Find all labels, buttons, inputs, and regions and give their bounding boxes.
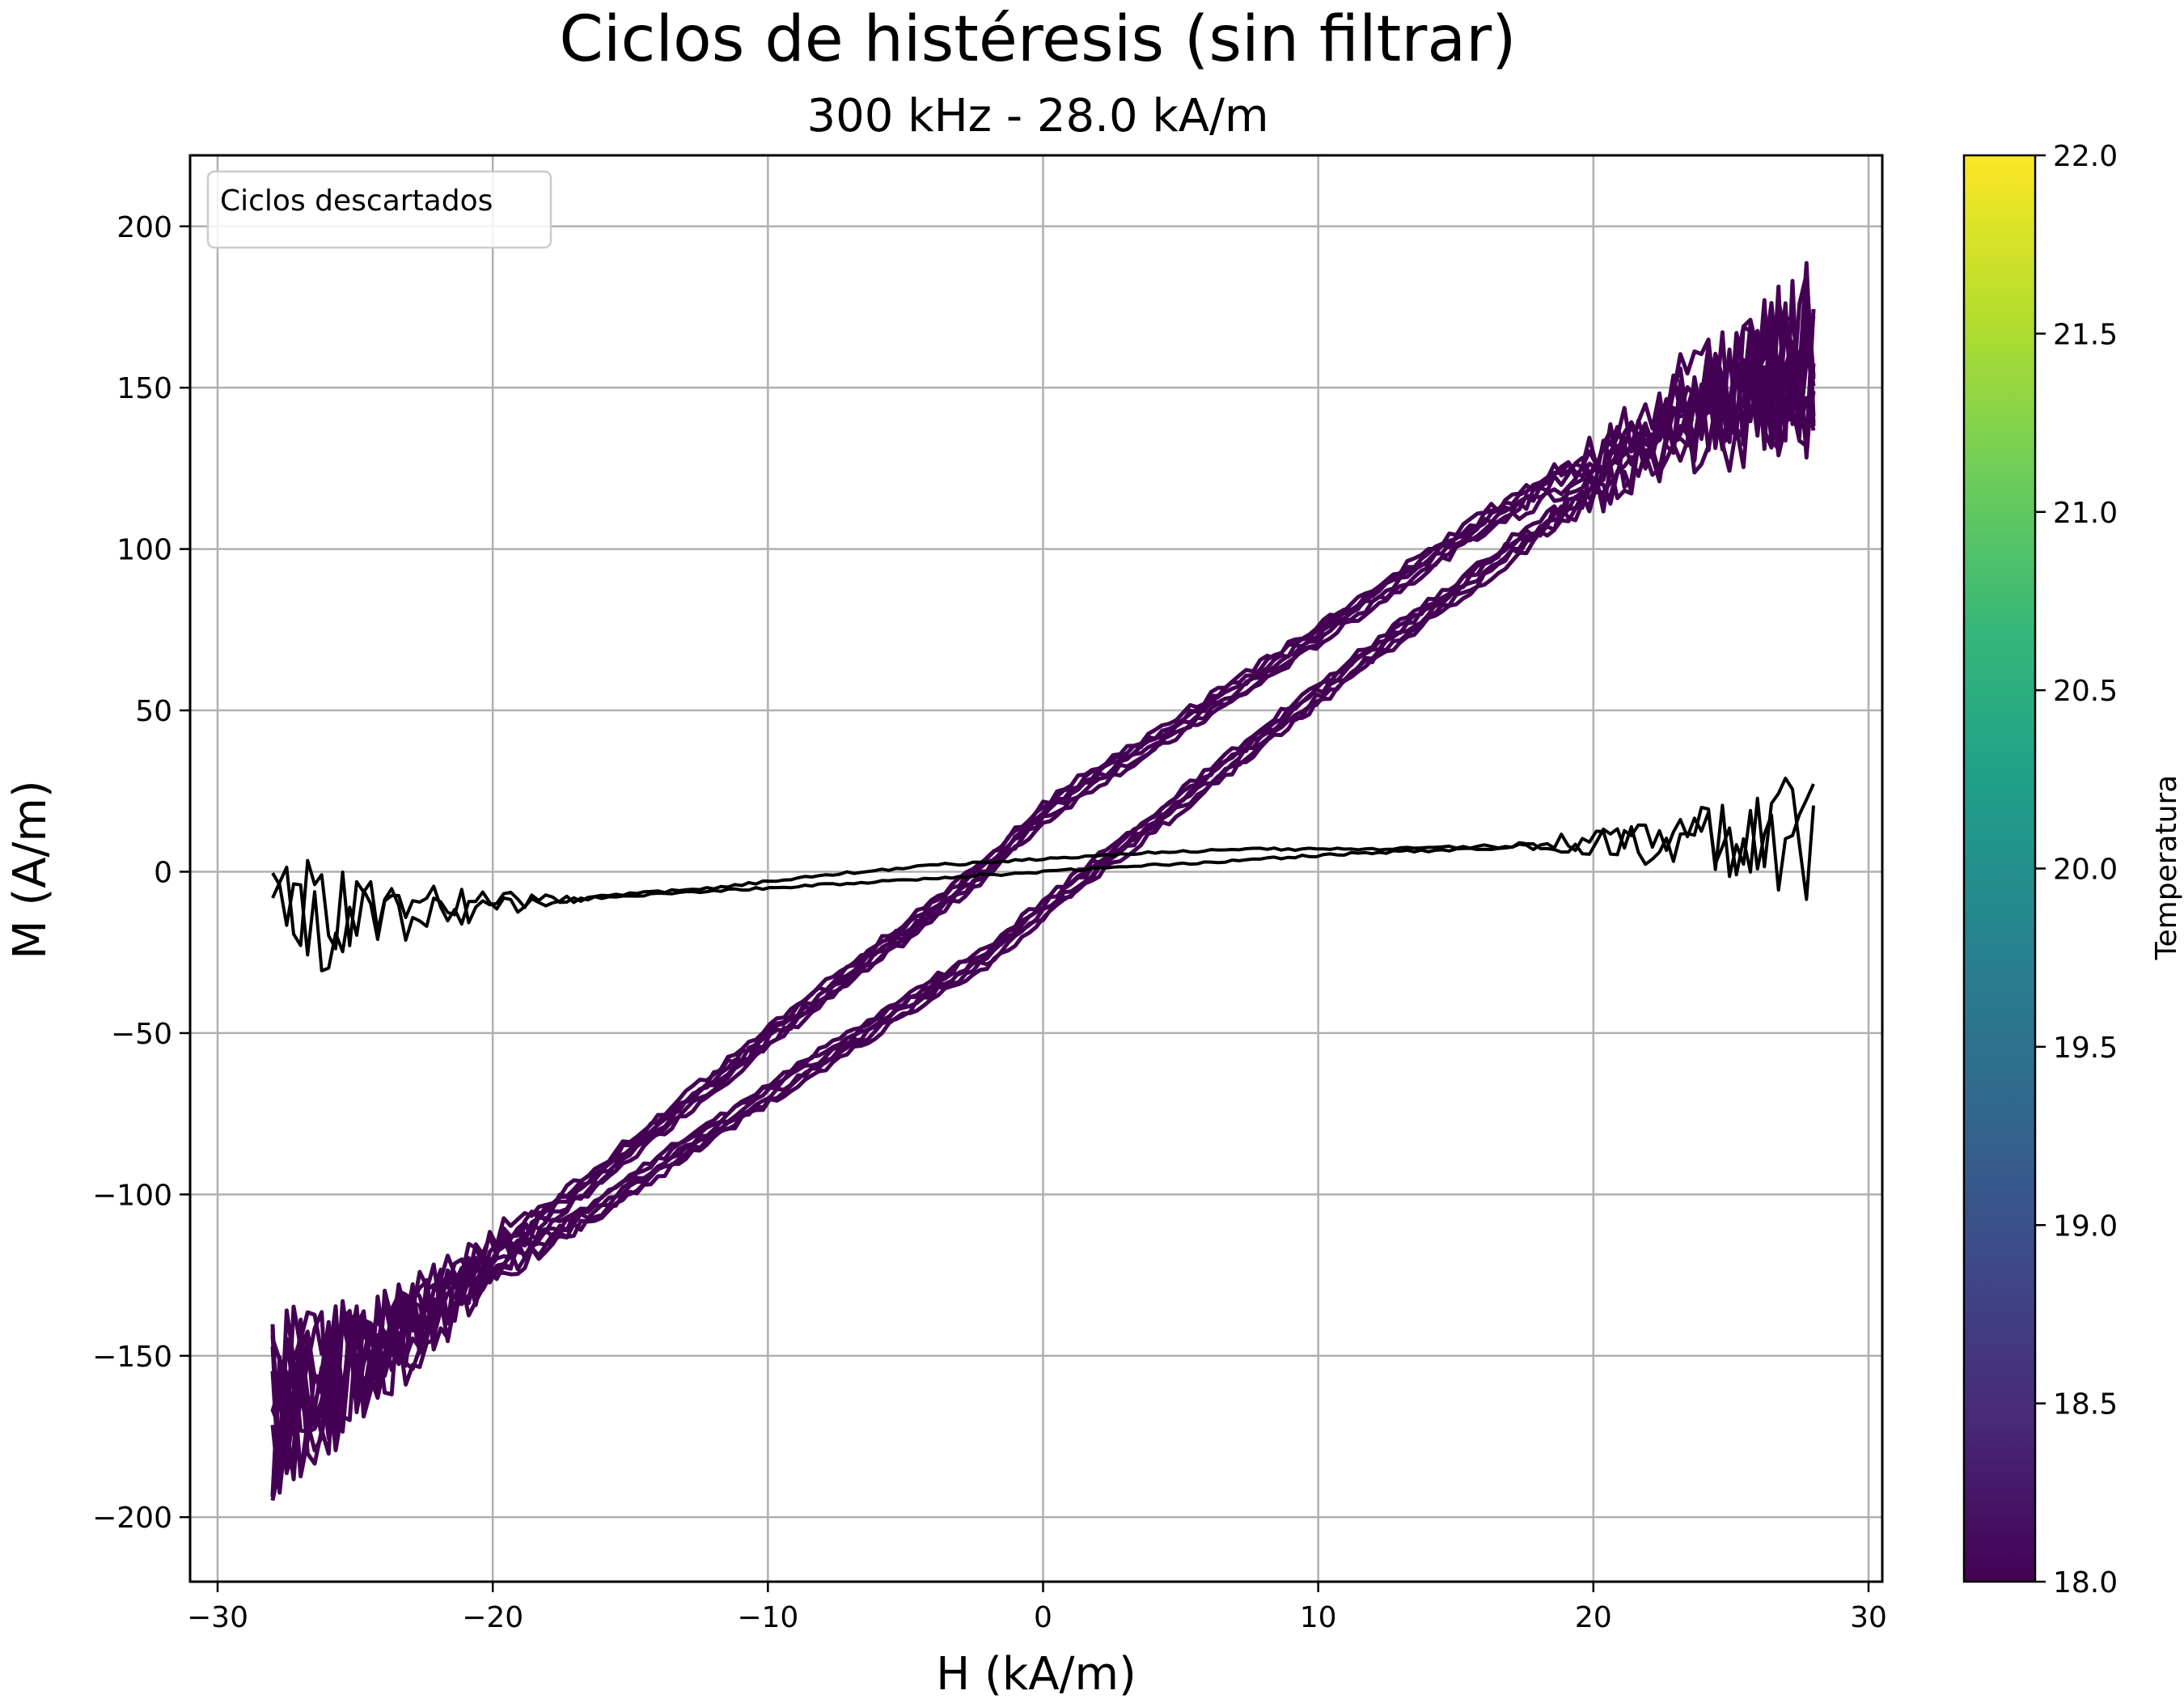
colorbar-tick-label: 18.5 [2053, 1388, 2118, 1421]
colorbar-tick-label: 19.5 [2053, 1032, 2118, 1065]
grid [190, 155, 1882, 1582]
chart-title: Ciclos de histéresis (sin filtrar) [559, 3, 1516, 76]
y-tick-label: −50 [111, 1018, 172, 1051]
x-tick-label: 0 [1034, 1601, 1052, 1634]
y-tick-label: −150 [92, 1341, 172, 1374]
colorbar [1962, 154, 2037, 1583]
x-tick-label: 10 [1300, 1601, 1337, 1634]
discarded-cycle-line [271, 783, 1815, 972]
colorbar-label: Temperatura [2150, 775, 2183, 961]
x-tick-label: 30 [1850, 1601, 1887, 1634]
y-tick-label: −200 [92, 1502, 172, 1535]
legend: Ciclos descartados [206, 170, 552, 249]
y-tick-label: 50 [135, 695, 172, 728]
plot-frame [188, 154, 1884, 1583]
y-tick-label: 0 [154, 856, 172, 889]
colorbar-tick-label: 21.0 [2053, 497, 2118, 530]
colorbar-tick-label: 21.5 [2053, 318, 2118, 351]
hysteresis-cycle-line [270, 261, 1816, 1441]
x-tick-label: −10 [737, 1601, 798, 1634]
hysteresis-cycle-line [270, 329, 1816, 1487]
colorbar-tick-label: 20.5 [2053, 675, 2118, 708]
colorbar-tick-label: 22.0 [2053, 140, 2118, 173]
x-tick-label: 20 [1575, 1601, 1612, 1634]
hysteresis-cycles-series [270, 261, 1816, 1502]
y-tick-label: 150 [116, 372, 172, 405]
y-tick-label: 100 [116, 534, 172, 567]
x-tick-label: −30 [187, 1601, 248, 1634]
y-axis-label: M (A/m) [4, 780, 57, 960]
chart-subtitle: 300 kHz - 28.0 kA/m [806, 90, 1268, 142]
colorbar-tick-label: 20.0 [2053, 854, 2118, 887]
y-tick-label: −100 [92, 1179, 172, 1212]
x-axis-label: H (kA/m) [936, 1648, 1136, 1699]
y-axis-ticks: −200 −150 −100 −50 0 50 100 150 200 [92, 211, 190, 1535]
colorbar-tick-label: 18.0 [2053, 1566, 2118, 1599]
legend-entry: Ciclos descartados [220, 184, 493, 218]
plot-series [270, 261, 1816, 1502]
x-axis-ticks: −30 −20 −10 0 10 20 30 [187, 1582, 1887, 1634]
discarded-cycle-series [271, 776, 1815, 972]
y-tick-label: 200 [116, 211, 172, 244]
colorbar-tick-label: 19.0 [2053, 1210, 2118, 1243]
legend-box [206, 170, 552, 249]
x-tick-label: −20 [462, 1601, 523, 1634]
colorbar-ticks: 18.0 18.5 19.0 19.5 20.0 20.5 21.0 21.5 22.0 [2035, 140, 2118, 1599]
